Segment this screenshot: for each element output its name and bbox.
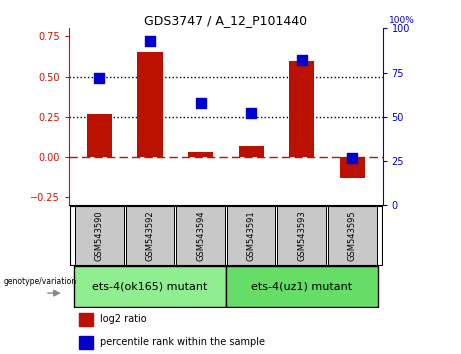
- Text: percentile rank within the sample: percentile rank within the sample: [100, 337, 266, 348]
- Text: ets-4(uz1) mutant: ets-4(uz1) mutant: [251, 282, 352, 292]
- Text: GSM543595: GSM543595: [348, 210, 357, 261]
- Point: [96, 75, 103, 81]
- Text: ets-4(ok165) mutant: ets-4(ok165) mutant: [92, 282, 208, 292]
- FancyBboxPatch shape: [126, 206, 174, 265]
- Bar: [137, 52, 163, 157]
- Bar: [87, 114, 112, 157]
- Text: log2 ratio: log2 ratio: [100, 314, 147, 325]
- FancyBboxPatch shape: [227, 206, 275, 265]
- Text: GSM543594: GSM543594: [196, 210, 205, 261]
- Text: GSM543591: GSM543591: [247, 210, 256, 261]
- Text: GSM543592: GSM543592: [146, 210, 154, 261]
- Bar: [289, 61, 314, 157]
- Text: GSM543590: GSM543590: [95, 210, 104, 261]
- FancyBboxPatch shape: [177, 206, 225, 265]
- Point: [248, 110, 255, 116]
- FancyBboxPatch shape: [75, 206, 124, 265]
- Bar: [188, 152, 213, 157]
- Point: [298, 57, 306, 63]
- Bar: [238, 146, 264, 157]
- Point: [197, 100, 204, 105]
- Bar: [340, 157, 365, 178]
- Bar: [78, 336, 93, 349]
- Title: GDS3747 / A_12_P101440: GDS3747 / A_12_P101440: [144, 14, 307, 27]
- Text: GSM543593: GSM543593: [297, 210, 306, 261]
- Bar: [78, 313, 93, 326]
- Point: [146, 38, 154, 44]
- Text: genotype/variation: genotype/variation: [4, 278, 77, 286]
- FancyBboxPatch shape: [328, 206, 377, 265]
- Text: 100%: 100%: [389, 16, 415, 25]
- FancyBboxPatch shape: [278, 206, 326, 265]
- FancyBboxPatch shape: [74, 266, 226, 307]
- FancyBboxPatch shape: [226, 266, 378, 307]
- Point: [349, 155, 356, 160]
